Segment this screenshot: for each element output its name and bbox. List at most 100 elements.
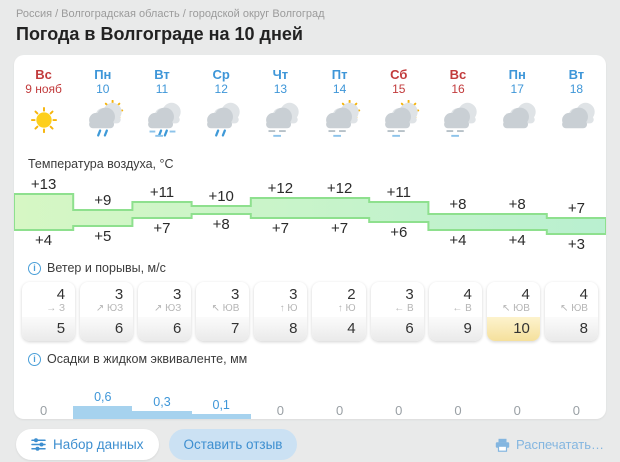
- wind-speed: 3: [114, 286, 124, 303]
- day-column[interactable]: Сб 15: [369, 65, 428, 100]
- wind-direction: ↖ ЮВ: [501, 303, 530, 314]
- max-temperature: +11: [386, 184, 411, 201]
- wind-gust: 6: [80, 317, 134, 341]
- day-column[interactable]: Пт 14: [310, 65, 369, 100]
- day-date: 11: [155, 82, 169, 96]
- precipitation-column: 0: [428, 371, 487, 419]
- precipitation-column: 0,6: [73, 371, 133, 419]
- forecast-card: Вс 9 нояб Пн 10 Вт 11 Ср 12 Чт 13 Пт 14 Сб 15 В…: [14, 55, 606, 419]
- day-name: Пн: [94, 67, 112, 82]
- precipitation-column: 0: [14, 371, 73, 419]
- day-date: 18: [569, 82, 584, 96]
- breadcrumb-link[interactable]: городской округ Волгоград: [188, 8, 325, 20]
- breadcrumb-separator: /: [55, 8, 59, 20]
- wind-gust: 7: [196, 317, 250, 341]
- page-title: Погода в Волгограде на 10 дней: [16, 24, 303, 44]
- breadcrumb-separator: /: [182, 8, 186, 20]
- wind-cell: 2 ↑ Ю 4: [312, 282, 366, 341]
- precipitation-bar: [191, 414, 251, 419]
- breadcrumb-link[interactable]: Россия: [16, 8, 53, 20]
- day-date: 16: [451, 82, 465, 96]
- precipitation-column: 0,1: [191, 371, 251, 419]
- feedback-button[interactable]: Оставить отзыв: [168, 429, 298, 460]
- day-column[interactable]: Пн 10: [73, 65, 132, 100]
- wind-gust: 8: [544, 317, 598, 341]
- wind-direction: ← В: [452, 303, 472, 314]
- day-date: 15: [392, 82, 406, 96]
- print-link[interactable]: Распечатать…: [495, 437, 604, 452]
- day-name: Пн: [508, 67, 526, 82]
- min-temperature: +4: [449, 231, 467, 249]
- wind-speed: 3: [231, 286, 240, 303]
- wind-direction: ↖ ЮВ: [560, 303, 588, 314]
- day-name: Пт: [331, 67, 348, 82]
- footer-toolbar: Набор данных Оставить отзыв Распечатать…: [16, 429, 604, 460]
- breadcrumb-link[interactable]: Волгоградская область: [61, 8, 180, 20]
- day-date: 14: [332, 82, 347, 96]
- precipitation-column: 0: [488, 371, 547, 419]
- precipitation-column: 0: [310, 371, 369, 419]
- feedback-button-label: Оставить отзыв: [183, 437, 283, 452]
- min-temperature: +4: [508, 231, 526, 249]
- precipitation-chart: 0 0,6 0,3 0,1 0 0 0 0 0 0: [14, 371, 606, 419]
- wind-cell: 4 ↖ ЮВ 8: [544, 282, 598, 341]
- precipitation-value: 0: [335, 403, 344, 418]
- wind-speed: 4: [463, 286, 472, 303]
- day-column[interactable]: Пн 17: [488, 65, 547, 100]
- day-date: 10: [96, 82, 110, 96]
- precipitation-label-text: Осадки в жидком эквиваленте, мм: [47, 352, 248, 366]
- precipitation-bar: [132, 410, 192, 419]
- precipitation-column: 0: [369, 371, 428, 419]
- wind-gust: 6: [138, 317, 192, 341]
- day-date: 12: [214, 82, 228, 96]
- day-column[interactable]: Вс 9 нояб: [14, 65, 73, 100]
- weather-sun-cloud-drizzle-icon: [310, 100, 369, 152]
- min-temperature: +7: [331, 219, 349, 237]
- day-name: Вт: [154, 67, 170, 82]
- weather-cloud-rain-icon: [192, 100, 251, 152]
- wind-speed: 2: [347, 286, 356, 303]
- wind-section-label: i Ветер и порывы, м/с: [14, 258, 606, 278]
- wind-cell: 3 ↑ Ю 8: [254, 282, 308, 341]
- day-column[interactable]: Вс 16: [428, 65, 487, 100]
- day-column[interactable]: Вт 18: [547, 65, 606, 100]
- wind-cell: 4 → З 5: [22, 282, 76, 341]
- weather-sun-icon: [14, 100, 73, 152]
- min-temperature: +5: [94, 227, 112, 245]
- day-column[interactable]: Вт 11: [132, 65, 191, 100]
- precipitation-value: 0: [276, 403, 285, 418]
- print-link-label: Распечатать…: [515, 437, 604, 452]
- weather-cloud-icon: [488, 100, 547, 152]
- max-temperature: +7: [567, 200, 585, 217]
- min-temperature: +3: [567, 235, 585, 253]
- day-name: Вс: [449, 67, 467, 82]
- day-column[interactable]: Чт 13: [251, 65, 310, 100]
- printer-icon: [495, 438, 510, 452]
- temperature-band: [14, 193, 606, 235]
- max-temperature: +13: [30, 176, 57, 193]
- temperature-band-chart: +13 +9 +11 +10 +12 +12 +11 +8 +8 +7 +4 +5 +7 +8 +7 +7 +6…: [14, 174, 606, 254]
- wind-cell: 3 ↖ ЮВ 7: [196, 282, 250, 341]
- temperature-section-label: Температура воздуха, °C: [14, 154, 606, 174]
- day-name: Вт: [568, 67, 585, 82]
- min-temperature: +4: [35, 231, 53, 249]
- max-temperature: +12: [267, 180, 294, 197]
- info-icon[interactable]: i: [28, 261, 41, 275]
- wind-direction: ↗ ЮЗ: [95, 303, 124, 314]
- min-temperature: +7: [271, 219, 289, 237]
- wind-gust: 8: [254, 317, 308, 341]
- day-column[interactable]: Ср 12: [192, 65, 251, 100]
- weather-sun-cloud-drizzle-icon: [369, 100, 428, 152]
- max-temperature: +8: [508, 196, 526, 213]
- info-icon[interactable]: i: [28, 352, 41, 366]
- wind-gust: 5: [22, 317, 76, 341]
- wind-speed: 3: [405, 286, 414, 303]
- max-temperature: +10: [208, 188, 234, 205]
- wind-direction: ↖ ЮВ: [211, 303, 240, 314]
- max-temperature: +12: [326, 180, 353, 197]
- dataset-button[interactable]: Набор данных: [16, 429, 159, 460]
- precipitation-bar: [73, 405, 133, 419]
- min-temperature: +8: [212, 215, 230, 233]
- precipitation-column: 0: [251, 371, 310, 419]
